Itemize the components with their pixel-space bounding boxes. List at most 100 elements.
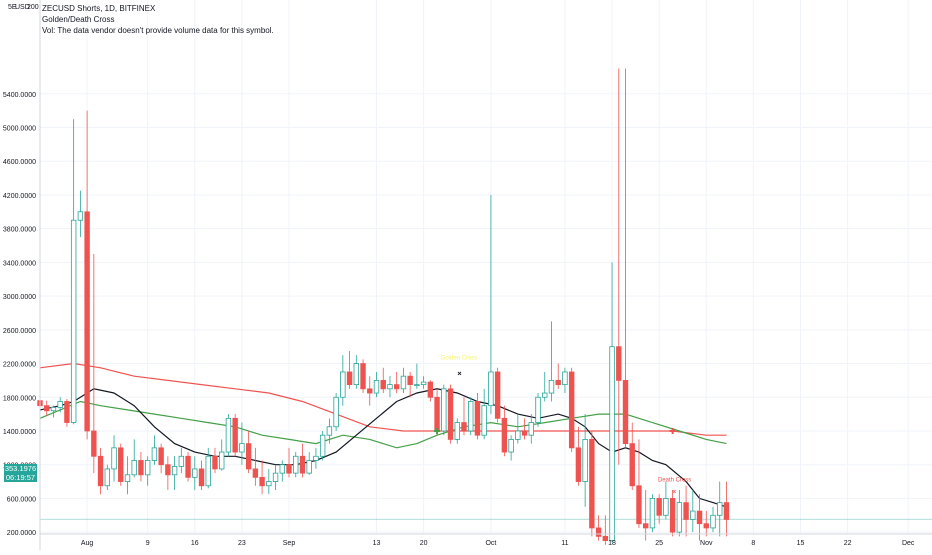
candle-body bbox=[205, 455, 211, 487]
candle bbox=[643, 489, 649, 541]
candle-body bbox=[353, 363, 360, 386]
candle bbox=[171, 456, 178, 490]
candle-body bbox=[373, 379, 380, 394]
candle bbox=[198, 460, 205, 490]
x-tick-label: 11 bbox=[561, 540, 568, 547]
candle-body bbox=[111, 447, 117, 470]
death-cross-marker bbox=[669, 427, 676, 434]
candle bbox=[239, 422, 245, 465]
candle bbox=[582, 414, 588, 507]
candle-body bbox=[669, 498, 676, 533]
candle bbox=[306, 452, 312, 475]
chart-legend: ZECUSD Shorts, 1D, BITFINEX Golden/Death… bbox=[42, 3, 274, 36]
candle-body bbox=[44, 405, 50, 412]
candle-body bbox=[124, 474, 131, 482]
y-partial-label: 200 bbox=[27, 4, 39, 11]
candle-body bbox=[306, 460, 312, 474]
candle-body bbox=[118, 447, 124, 482]
candle bbox=[488, 194, 494, 415]
candle-body bbox=[676, 502, 683, 533]
candle-body bbox=[407, 375, 413, 386]
candle-body bbox=[595, 527, 602, 537]
candle bbox=[602, 515, 609, 545]
candle bbox=[313, 447, 319, 469]
candle bbox=[84, 110, 90, 440]
candle-body bbox=[441, 388, 447, 432]
candle bbox=[649, 494, 656, 533]
candle bbox=[50, 405, 57, 418]
candle bbox=[232, 414, 238, 457]
candle-body bbox=[629, 443, 635, 487]
candle-body bbox=[171, 465, 178, 476]
candle-body bbox=[609, 346, 615, 541]
candle-body bbox=[575, 447, 582, 482]
candle bbox=[151, 435, 158, 465]
candle-body bbox=[636, 485, 642, 525]
candle-body bbox=[434, 396, 440, 432]
candle bbox=[367, 376, 373, 406]
y-tick-label: 3400.0000 bbox=[3, 260, 36, 267]
x-tick-label: 16 bbox=[191, 540, 199, 547]
candle bbox=[508, 435, 514, 461]
ma-long-line bbox=[39, 362, 727, 436]
candle-body bbox=[535, 396, 541, 423]
candle-body bbox=[622, 379, 629, 445]
golden-cross-marker bbox=[434, 427, 441, 434]
candle-body bbox=[562, 371, 568, 386]
candle bbox=[414, 363, 420, 389]
candle-body bbox=[279, 464, 285, 474]
death-cross-x bbox=[672, 489, 676, 494]
candle bbox=[595, 515, 602, 541]
x-tick-label: Aug bbox=[81, 540, 94, 547]
candle-body bbox=[144, 460, 151, 476]
candle-body bbox=[131, 460, 137, 476]
candle-body bbox=[367, 388, 373, 394]
candle-body bbox=[427, 381, 434, 398]
candle-body bbox=[542, 392, 548, 398]
candle-body bbox=[212, 455, 218, 470]
y-tick-label: 5000.0000 bbox=[3, 126, 36, 133]
candle-body bbox=[225, 417, 232, 453]
candle-body bbox=[286, 464, 292, 474]
candle-body bbox=[380, 379, 386, 390]
candle-body bbox=[91, 430, 97, 457]
volume-note: Vol: The data vendor doesn't provide vol… bbox=[42, 26, 274, 35]
candle bbox=[91, 253, 97, 474]
candle-body bbox=[178, 455, 185, 467]
y-tick-label: 600.0000 bbox=[7, 496, 36, 503]
candle bbox=[528, 414, 534, 444]
candle-body bbox=[165, 464, 171, 476]
x-tick-label: Oct bbox=[485, 540, 496, 547]
y-tick-label: 4600.0000 bbox=[3, 159, 36, 166]
candle-body bbox=[488, 371, 494, 407]
candle-body bbox=[414, 384, 420, 387]
candle bbox=[192, 456, 198, 490]
candle-body bbox=[313, 455, 319, 461]
candle bbox=[589, 430, 595, 537]
candle-body bbox=[474, 401, 481, 436]
candle bbox=[272, 464, 279, 490]
candle bbox=[131, 439, 137, 478]
candle-body bbox=[568, 371, 575, 449]
candle bbox=[447, 384, 454, 444]
candle-body bbox=[333, 396, 339, 428]
candle bbox=[690, 489, 696, 533]
candle bbox=[548, 321, 555, 402]
candle-body bbox=[400, 375, 407, 390]
candle bbox=[420, 376, 427, 389]
indicator-title[interactable]: Golden/Death Cross bbox=[42, 15, 115, 24]
candle-body bbox=[461, 422, 467, 432]
candle bbox=[319, 430, 326, 461]
candle-body bbox=[649, 498, 656, 529]
candle-body bbox=[710, 514, 716, 529]
candle bbox=[118, 443, 124, 486]
candle bbox=[380, 367, 386, 394]
bar-countdown: 06:19:57 bbox=[5, 473, 36, 482]
candle bbox=[97, 447, 104, 495]
symbol-title[interactable]: ZECUSD Shorts, 1D, BITFINEX bbox=[42, 4, 156, 13]
candle-body bbox=[723, 502, 730, 520]
candle bbox=[622, 68, 629, 448]
x-tick-label: 13 bbox=[373, 540, 381, 547]
